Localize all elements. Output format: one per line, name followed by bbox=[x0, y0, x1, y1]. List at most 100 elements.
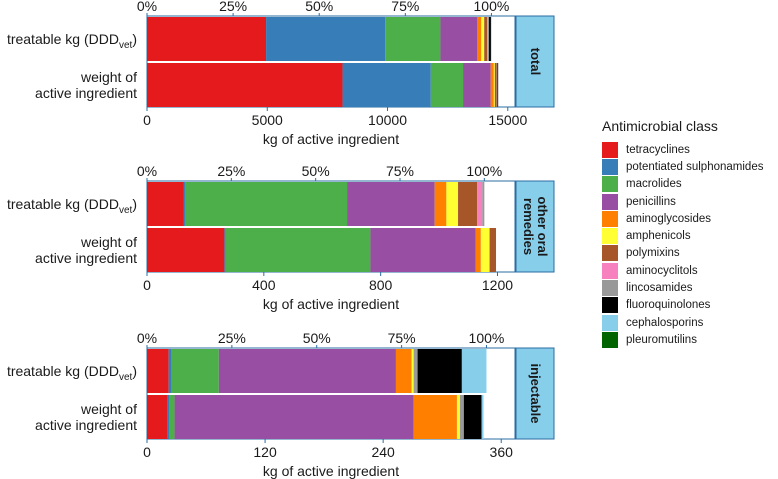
bar-segment-lincosamides bbox=[496, 63, 498, 107]
x-tick-label: 0 bbox=[143, 112, 151, 128]
legend-swatch bbox=[602, 228, 618, 245]
legend-item-amphenicols: amphenicols bbox=[602, 227, 763, 245]
legend-item-cephalosporins: cephalosporins bbox=[602, 314, 763, 331]
legend-label: polymixins bbox=[626, 247, 680, 260]
legend-swatch bbox=[602, 262, 618, 279]
bar-segment-macrolides bbox=[169, 395, 175, 439]
panel-total: treatable kg (DDDvet) weight of active ing… bbox=[7, 0, 555, 147]
bar-segment-tetracyclines bbox=[147, 17, 267, 61]
bar-segment-polymixins bbox=[458, 182, 478, 226]
bar-segment-cephalosporins bbox=[490, 17, 492, 61]
x-axis-title: kg of active ingredient bbox=[263, 296, 399, 312]
bar-segment-macrolides bbox=[225, 228, 371, 272]
bar-segment-macrolides bbox=[184, 182, 348, 226]
bar-segment-potentiated-sulphonamides bbox=[168, 349, 172, 393]
legend-swatch bbox=[602, 176, 618, 193]
bar-segment-aminoglycosides bbox=[490, 63, 494, 107]
pct-tick-label: 0% bbox=[137, 163, 157, 179]
facet-label: other oralremedies bbox=[521, 197, 550, 257]
x-axis-title: kg of active ingredient bbox=[263, 463, 399, 479]
legend-label: aminocyclitols bbox=[626, 264, 698, 277]
pct-tick-label: 75% bbox=[391, 0, 419, 14]
bar-segment-macrolides bbox=[430, 63, 464, 107]
bar-segment-tetracyclines bbox=[147, 182, 184, 226]
category-label: weight of active ingredient bbox=[35, 69, 137, 101]
bar-segment-penicillins bbox=[440, 17, 477, 61]
bar-segment-potentiated-sulphonamides bbox=[183, 182, 185, 226]
bar-segment-aminocyclitols bbox=[477, 182, 483, 226]
bar-segment-macrolides bbox=[385, 17, 441, 61]
x-tick-label: 0 bbox=[143, 444, 151, 460]
category-label: treatable kg (DDDvet) bbox=[7, 31, 137, 51]
bar-segment-amphenicols bbox=[493, 63, 495, 107]
legend-item-macrolides: macrolides bbox=[602, 176, 763, 193]
bar-segment-fluoroquinolones bbox=[417, 349, 462, 393]
legend-label: fluoroquinolones bbox=[626, 299, 711, 312]
category-label: weight of active ingredient bbox=[35, 234, 137, 266]
category-label: weight of active ingredient bbox=[35, 401, 137, 433]
bar-segment-amphenicols bbox=[411, 349, 414, 393]
bar-segment-macrolides bbox=[171, 349, 219, 393]
legend-item-pleuromutilins: pleuromutilins bbox=[602, 331, 763, 348]
pct-tick-label: 50% bbox=[305, 0, 333, 14]
pct-tick-label: 25% bbox=[219, 0, 247, 14]
bar-segment-amphenicols bbox=[480, 228, 490, 272]
bar-segment-fluoroquinolones bbox=[463, 395, 482, 439]
pct-tick-label: 100% bbox=[469, 330, 505, 346]
bar-segment-cephalosporins bbox=[461, 349, 487, 393]
bar-segment-cephalosporins bbox=[481, 395, 484, 439]
legend: Antimicrobial class tetracyclines potenti… bbox=[602, 118, 763, 349]
bar-segment-tetracyclines bbox=[147, 395, 168, 439]
x-axis-title: kg of active ingredient bbox=[263, 131, 399, 147]
legend-swatch bbox=[602, 210, 618, 227]
panel-other-oral-remedies: treatable kg (DDDvet) weight of active ing… bbox=[7, 163, 555, 312]
x-tick-label: 360 bbox=[490, 444, 514, 460]
legend-label: tetracyclines bbox=[626, 143, 690, 156]
legend-item-lincosamides: lincosamides bbox=[602, 279, 763, 297]
legend-item-fluoroquinolones: fluoroquinolones bbox=[602, 297, 763, 314]
legend-label: potentiated sulphonamides bbox=[626, 160, 764, 173]
bar-segment-lincosamides bbox=[482, 182, 485, 226]
pct-tick-label: 100% bbox=[474, 0, 510, 14]
legend-label: amphenicols bbox=[626, 230, 691, 243]
x-tick-label: 240 bbox=[371, 444, 395, 460]
x-tick-label: 10000 bbox=[368, 112, 407, 128]
legend-label: macrolides bbox=[626, 178, 682, 191]
legend-label: penicillins bbox=[626, 195, 676, 208]
legend-swatch bbox=[602, 314, 618, 331]
legend-label: cephalosporins bbox=[626, 316, 704, 329]
legend-label: lincosamides bbox=[626, 282, 693, 295]
bar-segment-aminoglycosides bbox=[434, 182, 447, 226]
legend-items: tetracyclines potentiated sulphonamides ma… bbox=[602, 141, 763, 349]
facet-strip bbox=[515, 15, 555, 108]
facet-label: total bbox=[528, 48, 543, 75]
x-tick-label: 1200 bbox=[482, 277, 513, 293]
legend-item-aminocyclitols: aminocyclitols bbox=[602, 262, 763, 279]
legend-label: aminoglycosides bbox=[626, 212, 712, 225]
bar-segment-aminoglycosides bbox=[475, 228, 481, 272]
legend-item-potentiated-sulphonamides: potentiated sulphonamides bbox=[602, 158, 763, 175]
bar-segment-lincosamides bbox=[487, 17, 490, 61]
facet-strip bbox=[515, 347, 555, 440]
bar-segment-amphenicols bbox=[456, 395, 460, 439]
pct-tick-label: 75% bbox=[386, 163, 414, 179]
legend-title: Antimicrobial class bbox=[602, 118, 718, 134]
bar-segment-fluoroquinolones bbox=[489, 17, 491, 61]
bar-segment-penicillins bbox=[370, 228, 476, 272]
legend-swatch bbox=[602, 297, 618, 314]
x-tick-label: 0 bbox=[143, 277, 151, 293]
pct-tick-label: 25% bbox=[217, 163, 245, 179]
pct-tick-label: 75% bbox=[388, 330, 416, 346]
bar-segment-penicillins bbox=[174, 395, 414, 439]
bar-segment-tetracyclines bbox=[147, 349, 169, 393]
legend-item-penicillins: penicillins bbox=[602, 193, 763, 210]
bar-segment-potentiated-sulphonamides bbox=[167, 395, 170, 439]
pct-tick-label: 0% bbox=[137, 330, 157, 346]
legend-item-tetracyclines: tetracyclines bbox=[602, 141, 763, 158]
bar-segment-polymixins bbox=[484, 17, 488, 61]
legend-item-aminoglycosides: aminoglycosides bbox=[602, 210, 763, 227]
bar-segment-aminoglycosides bbox=[413, 395, 457, 439]
bar-segment-penicillins bbox=[218, 349, 396, 393]
bar-segment-lincosamides bbox=[413, 349, 418, 393]
